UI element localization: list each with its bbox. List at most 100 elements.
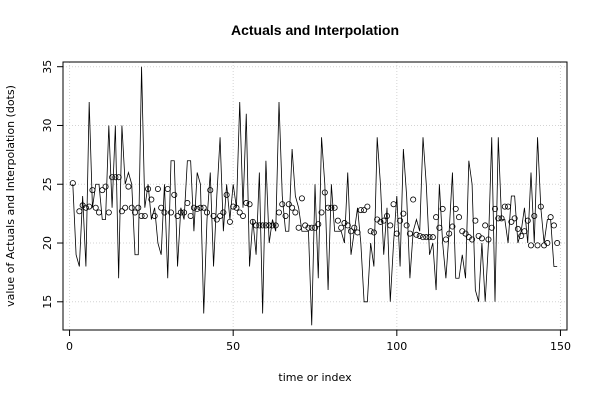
interpolation-point — [285, 201, 292, 208]
interpolation-point — [390, 201, 397, 208]
interpolation-point — [217, 212, 224, 219]
interpolation-point — [295, 224, 302, 231]
interpolation-point — [351, 224, 358, 231]
x-tick-label: 50 — [226, 340, 240, 353]
interpolation-point — [357, 207, 364, 214]
interpolation-point — [433, 214, 440, 221]
series-layer — [69, 66, 561, 326]
interpolation-point — [207, 187, 214, 194]
interpolation-point — [439, 205, 446, 212]
interpolation-point — [377, 218, 384, 225]
interpolation-point — [361, 207, 368, 214]
interpolation-point — [239, 212, 246, 219]
interpolation-point — [347, 228, 354, 235]
interpolation-point — [187, 212, 194, 219]
x-axis-label: time or index — [278, 371, 352, 384]
interpolation-point — [455, 214, 462, 221]
actuals-line — [72, 66, 558, 326]
interpolation-point — [472, 217, 479, 224]
interpolation-point — [226, 218, 233, 225]
interpolation-point — [243, 200, 250, 207]
axes: 0 50 100 150 15 20 25 30 35 — [41, 60, 571, 353]
interpolation-point — [449, 223, 456, 230]
interpolation-point — [122, 204, 129, 211]
interpolation-point — [478, 235, 485, 242]
interpolation-point — [485, 236, 492, 243]
interpolation-point — [210, 212, 217, 219]
interpolation-point — [426, 234, 433, 241]
interpolation-point — [141, 212, 148, 219]
interpolation-point — [158, 204, 165, 211]
interpolation-point — [547, 214, 554, 221]
interpolation-point — [86, 203, 93, 210]
interpolation-point — [151, 212, 158, 219]
interpolation-point — [197, 204, 204, 211]
interpolation-point — [220, 209, 227, 216]
interpolation-point — [518, 232, 525, 239]
interpolation-point — [387, 222, 394, 229]
interpolation-point — [174, 212, 181, 219]
interpolation-point — [469, 236, 476, 243]
interpolation-point — [410, 196, 417, 203]
y-tick-label: 25 — [41, 177, 54, 191]
y-axis-label: value of Actuals and Interpolation (dots… — [4, 85, 17, 307]
interpolation-point — [364, 203, 371, 210]
interpolation-point — [311, 224, 318, 231]
interpolation-point — [544, 240, 551, 247]
interpolation-point — [82, 204, 89, 211]
interpolation-point — [203, 209, 210, 216]
interpolation-point — [138, 212, 145, 219]
interpolation-point — [167, 209, 174, 216]
interpolation-point — [514, 225, 521, 232]
interpolation-point — [128, 204, 135, 211]
interpolation-point — [419, 234, 426, 241]
interpolation-point — [230, 203, 237, 210]
interpolation-point — [528, 242, 535, 249]
interpolation-point — [181, 209, 188, 216]
interpolation-point — [289, 204, 296, 211]
chart-title: Actuals and Interpolation — [231, 22, 399, 38]
interpolation-point — [482, 222, 489, 229]
interpolation-point — [393, 230, 400, 237]
interpolation-point — [370, 229, 377, 236]
interpolation-point — [145, 185, 152, 192]
interpolation-point — [501, 203, 508, 210]
interpolation-point — [223, 191, 230, 198]
interpolation-point — [282, 212, 289, 219]
interpolation-point — [275, 209, 282, 216]
interpolation-point — [531, 212, 538, 219]
interpolation-point — [69, 180, 76, 187]
interpolation-point — [318, 209, 325, 216]
y-tick-label: 20 — [41, 236, 54, 250]
interpolation-point — [161, 209, 168, 216]
interpolation-point — [452, 205, 459, 212]
interpolation-point — [491, 205, 498, 212]
interpolation-point — [403, 222, 410, 229]
interpolation-point — [462, 230, 469, 237]
x-tick-label: 150 — [550, 340, 571, 353]
interpolation-point — [131, 209, 138, 216]
interpolation-point — [298, 195, 305, 202]
interpolation-point — [550, 222, 557, 229]
interpolation-point — [537, 203, 544, 210]
interpolation-point — [429, 234, 436, 241]
interpolation-point — [505, 203, 512, 210]
interpolation-point — [413, 231, 420, 238]
interpolation-point — [102, 183, 109, 190]
interpolation-point — [112, 174, 119, 181]
interpolation-point — [305, 224, 312, 231]
interpolation-point — [423, 234, 430, 241]
interpolation-point — [308, 224, 315, 231]
interpolation-point — [488, 224, 495, 231]
interpolation-point — [249, 218, 256, 225]
interpolation-point — [534, 242, 541, 249]
interpolation-point — [200, 204, 207, 211]
interpolation-point — [380, 217, 387, 224]
interpolation-point — [383, 212, 390, 219]
interpolation-point — [259, 222, 266, 229]
interpolation-point — [495, 215, 502, 222]
y-tick-label: 15 — [41, 295, 54, 309]
interpolation-point — [233, 204, 240, 211]
interpolation-point — [213, 216, 220, 223]
